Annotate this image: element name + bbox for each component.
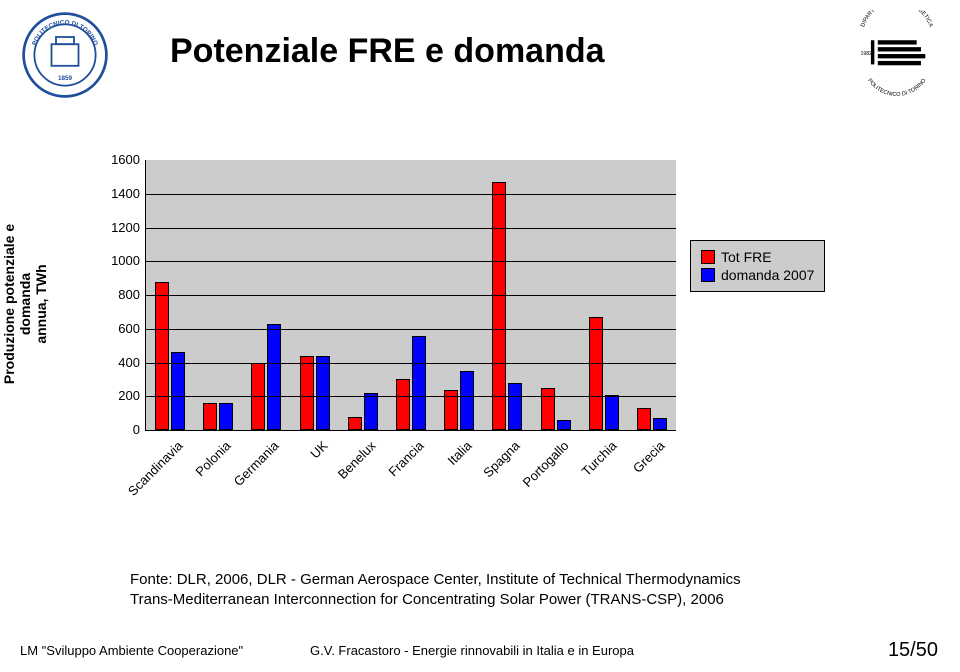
bar (605, 395, 619, 430)
y-tick: 1200 (100, 220, 140, 235)
bar (557, 420, 571, 430)
page-number: 15/50 (888, 639, 938, 662)
legend-label: domanda 2007 (721, 267, 814, 283)
svg-text:POLITECNICO DI TORINO: POLITECNICO DI TORINO (866, 77, 928, 96)
bar (589, 317, 603, 430)
y-tick: 200 (100, 388, 140, 403)
bar (396, 379, 410, 430)
svg-text:POLITECNICO DI TORINO: POLITECNICO DI TORINO (31, 19, 99, 46)
bar (348, 417, 362, 431)
legend-item: domanda 2007 (701, 267, 814, 283)
dipartimento-energetica-logo: DIPARTIMENTO DI ENERGETICA 1982 POLITECN… (845, 10, 940, 100)
bar (155, 282, 169, 431)
bar (171, 352, 185, 430)
slide-title: Potenziale FRE e domanda (170, 32, 605, 71)
y-tick: 1400 (100, 186, 140, 201)
footer-author: G.V. Fracastoro - Energie rinnovabili in… (310, 643, 634, 658)
chart: Produzione potenziale e domanda annua, T… (60, 150, 870, 550)
source-citation: Fonte: DLR, 2006, DLR - German Aerospace… (130, 570, 741, 609)
bar (412, 336, 426, 431)
legend-swatch (701, 268, 715, 282)
plot-area (145, 160, 676, 431)
legend-swatch (701, 250, 715, 264)
y-tick: 1600 (100, 152, 140, 167)
legend: Tot FRE domanda 2007 (690, 240, 825, 292)
bar (219, 403, 233, 430)
bar (653, 418, 667, 430)
bar (492, 182, 506, 430)
bar (637, 408, 651, 430)
bar (541, 388, 555, 430)
legend-label: Tot FRE (721, 249, 772, 265)
bar (508, 383, 522, 430)
y-tick: 600 (100, 321, 140, 336)
politecnico-seal-logo: POLITECNICO DI TORINO 1859 (20, 10, 110, 100)
bar (316, 356, 330, 430)
y-tick: 400 (100, 355, 140, 370)
bar (460, 371, 474, 430)
y-tick: 800 (100, 287, 140, 302)
legend-item: Tot FRE (701, 249, 814, 265)
bar (364, 393, 378, 430)
bar (203, 403, 217, 430)
y-tick: 1000 (100, 253, 140, 268)
y-tick: 0 (100, 422, 140, 437)
y-axis-label: Produzione potenziale e domanda annua, T… (1, 204, 49, 404)
footer-course: LM "Sviluppo Ambiente Cooperazione" (20, 643, 243, 658)
svg-text:1859: 1859 (58, 75, 73, 82)
svg-text:1982: 1982 (861, 51, 873, 57)
bar (267, 324, 281, 430)
bar (300, 356, 314, 430)
svg-text:DIPARTIMENTO DI ENERGETICA: DIPARTIMENTO DI ENERGETICA (860, 10, 934, 28)
